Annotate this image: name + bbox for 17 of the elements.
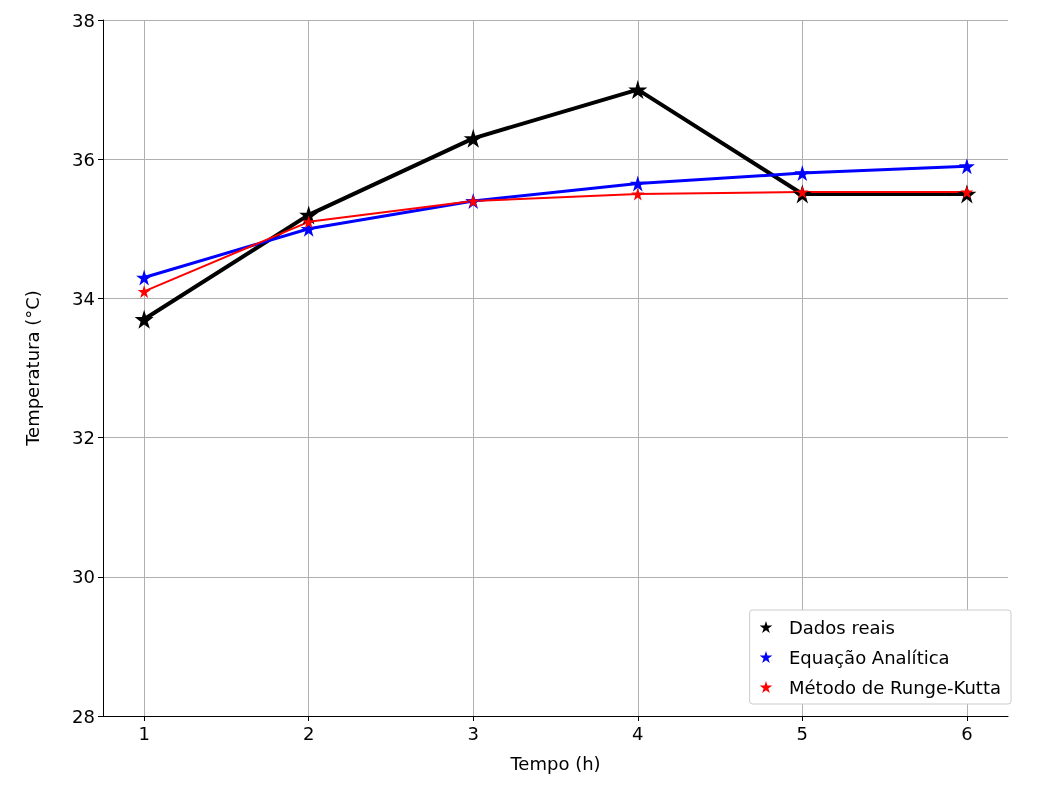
y-tick-label: 38 — [72, 9, 95, 31]
x-tick-label: 5 — [796, 722, 809, 744]
y-tick-label: 36 — [72, 148, 95, 170]
y-tick-label: 34 — [72, 287, 95, 309]
x-tick-label: 2 — [302, 722, 315, 744]
legend-label: Método de Runge-Kutta — [788, 676, 1001, 698]
legend-label: Dados reais — [788, 616, 895, 638]
y-tick-label: 32 — [72, 427, 95, 449]
legend-label: Equação Analítica — [788, 646, 950, 668]
x-tick-label: 3 — [467, 722, 479, 744]
y-axis-title: Temperatura (°C) — [21, 290, 43, 447]
x-tick-label: 1 — [138, 722, 150, 744]
y-tick-label: 30 — [72, 566, 95, 588]
y-tick-label: 28 — [72, 705, 95, 727]
x-axis-title: Tempo (h) — [509, 752, 601, 774]
x-tick-label: 4 — [632, 722, 644, 744]
x-tick-label: 6 — [961, 722, 973, 744]
